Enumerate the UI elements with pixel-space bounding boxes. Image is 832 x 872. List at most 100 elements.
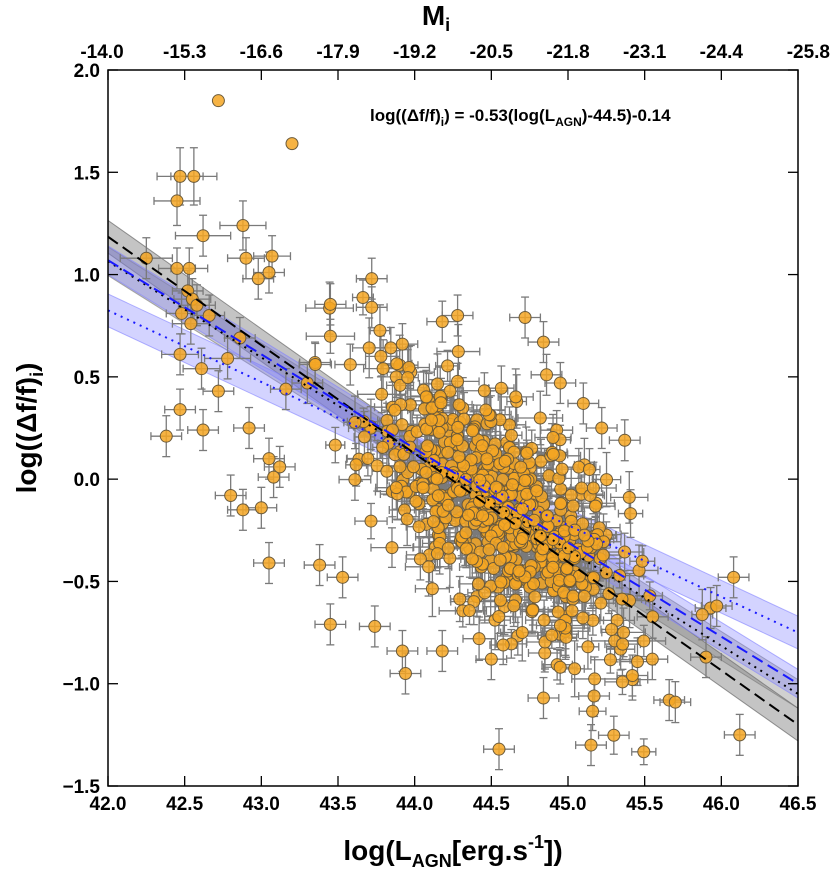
x-axis-title: log(LAGN[erg.s-1]) — [343, 832, 562, 871]
data-point — [285, 137, 299, 151]
data-point — [412, 520, 426, 534]
data-point — [584, 738, 598, 752]
data-point — [196, 229, 210, 243]
x-tick-label: 42.5 — [166, 794, 203, 815]
data-point — [419, 466, 433, 480]
data-point — [637, 634, 651, 648]
data-point — [536, 335, 550, 349]
data-point — [494, 381, 508, 395]
data-point — [441, 445, 455, 459]
data-point — [424, 413, 438, 427]
data-point — [616, 637, 630, 651]
data-point — [459, 542, 473, 556]
data-point — [406, 460, 420, 474]
data-point — [508, 516, 522, 530]
data-point — [313, 558, 327, 572]
data-point — [365, 300, 379, 314]
data-point — [515, 626, 529, 640]
y-tick-label: 0.0 — [74, 470, 100, 491]
data-point — [553, 376, 567, 390]
data-point — [603, 653, 617, 667]
data-point — [489, 480, 503, 494]
top-tick-label: -23.1 — [623, 42, 667, 63]
data-point — [451, 345, 465, 359]
data-point — [434, 396, 448, 410]
data-point — [422, 560, 436, 574]
error-bar — [325, 426, 346, 464]
data-point — [190, 298, 204, 312]
data-point — [637, 745, 651, 759]
data-point — [492, 742, 506, 756]
data-point — [515, 531, 529, 545]
fit-equation-annotation: log((Δf/f)i) = -0.53(log(LAGN)-44.5)-0.1… — [370, 106, 671, 129]
error-bar — [608, 419, 641, 462]
data-point — [389, 481, 403, 495]
data-point — [393, 378, 407, 392]
data-point — [553, 660, 567, 674]
y-axis-title: log((Δf/f)i) — [11, 363, 47, 494]
y-tick-label: 2.0 — [74, 61, 100, 82]
data-point — [566, 589, 580, 603]
data-point — [492, 609, 506, 623]
data-point — [182, 261, 196, 275]
x-tick-label: 43.5 — [320, 794, 357, 815]
x-tick-label: 43.0 — [243, 794, 280, 815]
data-point — [173, 347, 187, 361]
data-point — [536, 691, 550, 705]
data-point — [602, 587, 616, 601]
data-point — [695, 608, 709, 622]
data-point — [173, 403, 187, 417]
y-tick-label: −1.0 — [62, 675, 100, 696]
data-point — [267, 470, 281, 484]
data-point — [170, 261, 184, 275]
data-point — [323, 297, 337, 311]
data-point — [512, 564, 526, 578]
data-point — [515, 502, 529, 516]
data-point — [262, 556, 276, 570]
data-point — [528, 590, 542, 604]
data-point — [348, 415, 362, 429]
top-tick-label: -25.8 — [787, 42, 830, 63]
data-point — [605, 622, 619, 636]
fit-line-1 — [108, 235, 798, 726]
data-point — [546, 447, 560, 461]
data-point — [538, 646, 552, 660]
data-point — [211, 384, 225, 398]
data-point — [551, 605, 565, 619]
data-point — [343, 358, 357, 372]
data-point — [393, 460, 407, 474]
data-point — [390, 357, 404, 371]
data-point — [462, 604, 476, 618]
data-point — [472, 632, 486, 646]
data-point — [566, 499, 580, 513]
data-point — [576, 396, 590, 410]
data-point — [452, 398, 466, 412]
data-point — [441, 541, 455, 555]
data-point — [356, 290, 370, 304]
data-point — [430, 472, 444, 486]
data-point — [572, 460, 586, 474]
fit-line-4 — [108, 309, 798, 634]
data-point — [451, 374, 465, 388]
data-point — [254, 501, 268, 515]
data-point — [514, 460, 528, 474]
top-axis-title: Mi — [422, 0, 450, 35]
data-point — [413, 552, 427, 566]
data-point — [361, 451, 375, 465]
data-point — [362, 341, 376, 355]
data-point — [251, 272, 265, 286]
data-point — [530, 484, 544, 498]
x-tick-label: 45.0 — [550, 794, 587, 815]
data-point — [196, 423, 210, 437]
data-point — [239, 251, 253, 265]
data-point — [426, 515, 440, 529]
data-point — [451, 308, 465, 322]
data-point — [546, 430, 560, 444]
data-point — [170, 194, 184, 208]
top-tick-label: -14.0 — [80, 42, 123, 63]
data-point — [476, 509, 490, 523]
data-point — [589, 499, 603, 513]
data-point — [184, 317, 198, 331]
data-point — [518, 311, 532, 325]
data-point — [451, 420, 465, 434]
